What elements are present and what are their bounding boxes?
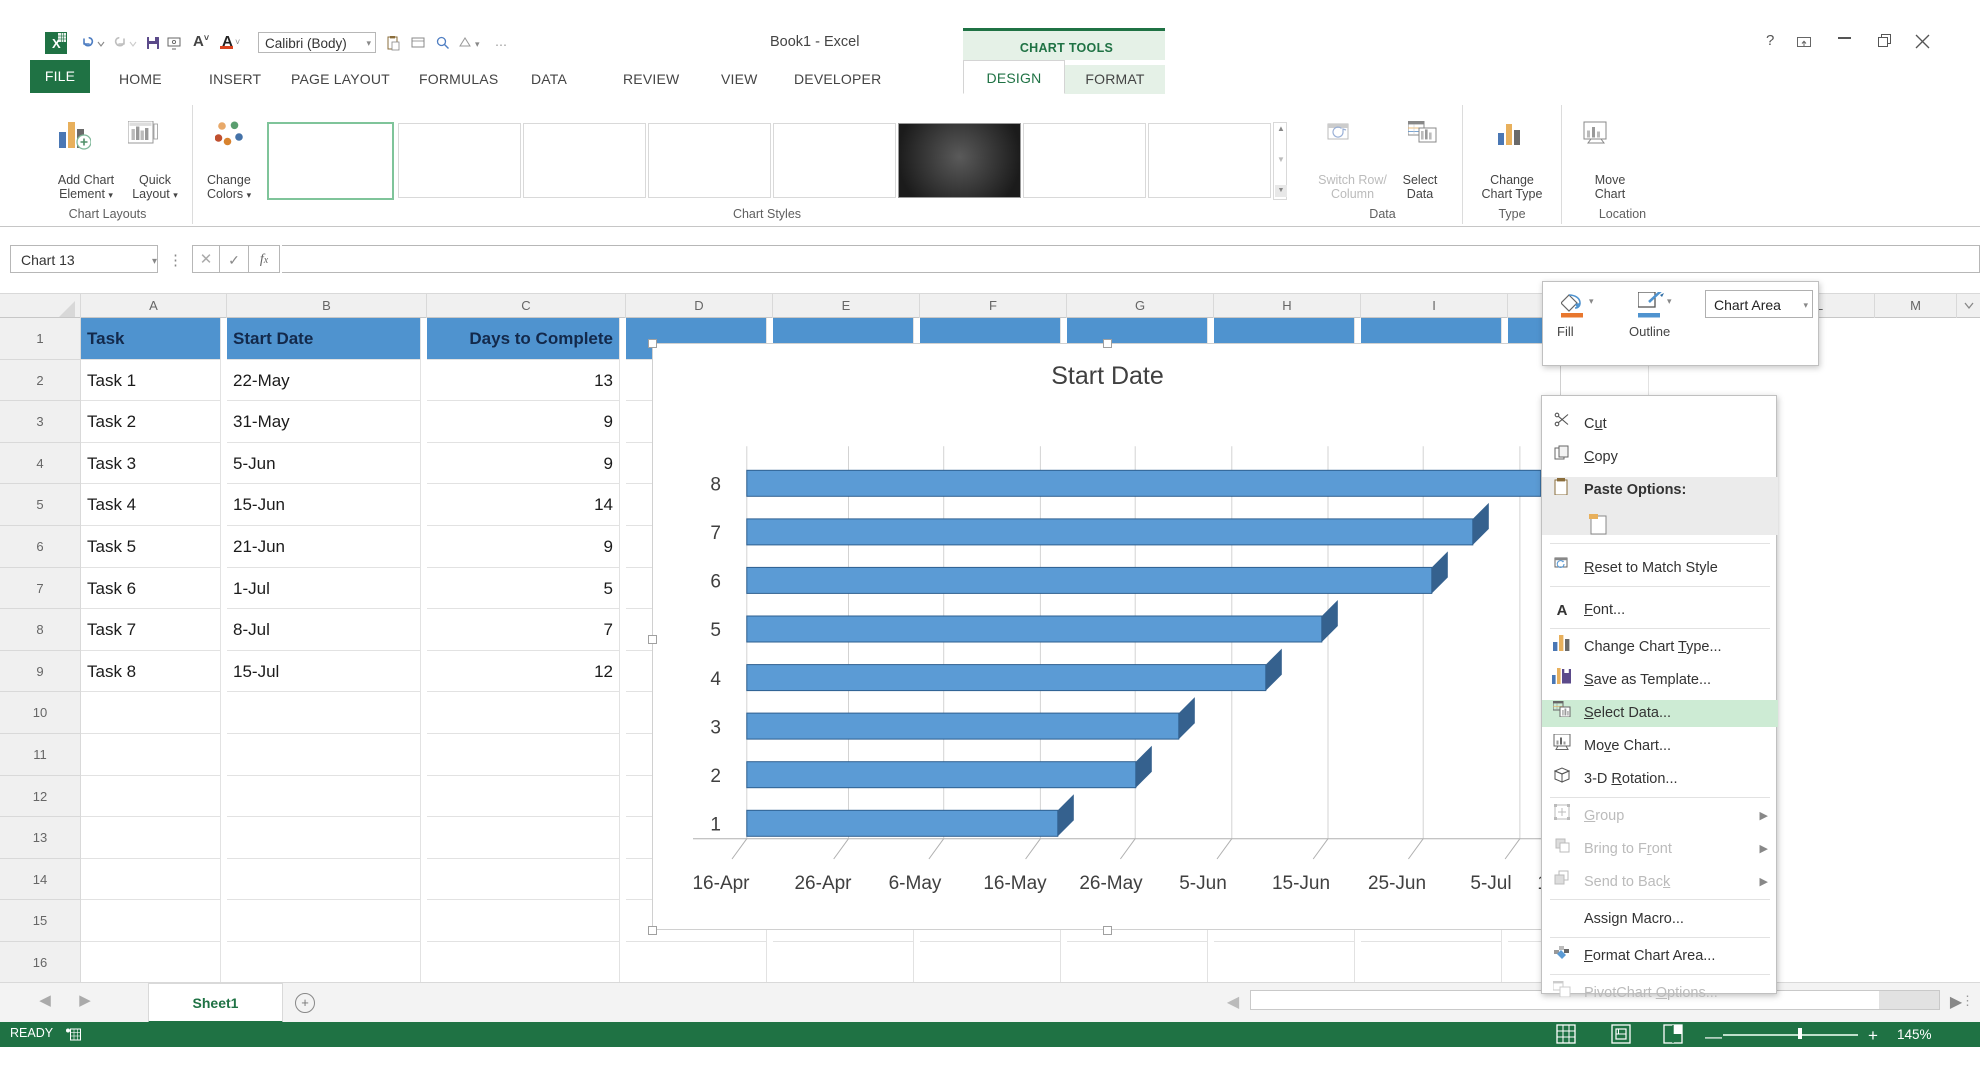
svg-text:5-Jul: 5-Jul bbox=[1470, 873, 1511, 894]
svg-text:8: 8 bbox=[710, 475, 721, 496]
svg-text:7: 7 bbox=[710, 523, 721, 544]
svg-text:16-May: 16-May bbox=[983, 873, 1047, 894]
svg-text:4: 4 bbox=[710, 669, 721, 690]
svg-text:6: 6 bbox=[710, 572, 721, 593]
svg-text:26-May: 26-May bbox=[1079, 873, 1143, 894]
svg-text:25-Jun: 25-Jun bbox=[1368, 873, 1426, 894]
svg-text:15-Jun: 15-Jun bbox=[1272, 873, 1330, 894]
svg-text:3: 3 bbox=[710, 717, 721, 738]
svg-text:6-May: 6-May bbox=[889, 873, 942, 894]
svg-text:5: 5 bbox=[710, 620, 721, 641]
svg-text:2: 2 bbox=[710, 766, 721, 787]
svg-text:16-Apr: 16-Apr bbox=[692, 873, 750, 894]
svg-text:5-Jun: 5-Jun bbox=[1179, 873, 1227, 894]
svg-text:26-Apr: 26-Apr bbox=[794, 873, 852, 894]
svg-text:1: 1 bbox=[710, 815, 721, 836]
